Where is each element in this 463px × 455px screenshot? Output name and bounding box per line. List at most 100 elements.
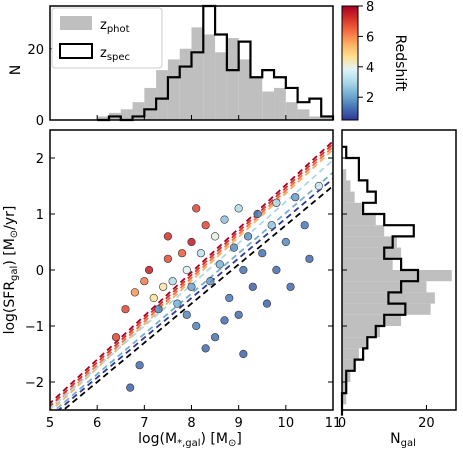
galaxy-point (192, 204, 201, 213)
galaxy-point (291, 193, 300, 202)
top-histogram-phot-bar (309, 116, 322, 120)
right-histogram-phot-bar (342, 225, 385, 237)
main-xtick-label: 7 (140, 416, 148, 431)
top-histogram-ylabel: N (8, 65, 24, 75)
right-histogram-phot-bar (342, 382, 347, 394)
galaxy-point (149, 293, 158, 303)
galaxy-point (258, 249, 267, 258)
legend-swatch-phot (60, 16, 92, 30)
main-xlabel: log(M*,gal) [M⊙] (138, 431, 242, 449)
top-histogram-phot-bar (179, 48, 192, 120)
galaxy-point (239, 349, 248, 359)
right-histogram-panel: 0 20 Ngal (338, 129, 457, 449)
galaxy-point (182, 265, 191, 275)
galaxy-point (262, 299, 272, 308)
galaxy-point (229, 243, 239, 252)
top-histogram-phot-bar (285, 102, 298, 120)
top-histogram-phot-bar (156, 70, 168, 120)
right-histogram-phot-bar (342, 169, 347, 181)
main-xtick-label: 10 (278, 416, 295, 431)
sfr-relation-line (50, 142, 333, 408)
top-histogram-zspec-step (97, 4, 335, 122)
galaxy-point (272, 265, 281, 275)
right-histogram-phot-bar (342, 303, 431, 315)
galaxy-point (234, 310, 243, 319)
top-histogram-phot-bar (203, 34, 216, 120)
galaxy-point (173, 299, 182, 308)
right-histogram-phot-bar (342, 348, 359, 360)
sfr-relation-line (50, 139, 333, 405)
top-histogram-legend: zphot zspec (51, 7, 163, 69)
colorbar-tick-label: 6 (366, 30, 374, 45)
galaxy-point (111, 333, 121, 342)
galaxy-point (248, 282, 257, 291)
top-histogram-phot-bar (215, 52, 227, 120)
right-histogram-phot-bar (342, 359, 355, 371)
right-histogram-phot-bar (342, 258, 393, 270)
galaxy-point (144, 265, 154, 275)
right-histogram-phot-bar (342, 314, 402, 326)
main-ytick-label: 0 (36, 264, 44, 279)
galaxy-point (206, 277, 215, 286)
galaxy-point (196, 249, 206, 258)
top-histogram-phot-bar (191, 27, 204, 120)
galaxy-point (201, 221, 210, 230)
galaxy-point (177, 249, 187, 258)
galaxy-point (187, 282, 196, 291)
top-ytick-label: 20 (27, 43, 44, 58)
galaxy-point (159, 282, 168, 291)
legend-label-spec: zspec (100, 46, 130, 63)
right-histogram-phot-bar (342, 191, 355, 203)
top-histogram-phot-bar (250, 77, 263, 120)
galaxy-point (225, 293, 234, 303)
top-histogram-panel: 0 20 N zphot zspec (8, 4, 335, 129)
right-histogram-phot-bar (342, 214, 376, 226)
right-histogram-phot-bar (342, 270, 452, 282)
galaxy-point (168, 277, 177, 286)
right-histogram-zspec-step (340, 145, 420, 416)
main-ytick-label: −2 (25, 376, 44, 391)
galaxy-point (201, 344, 210, 353)
main-ytick-label: 2 (36, 152, 44, 167)
colorbar-tick-label: 4 (366, 61, 374, 76)
top-histogram-phot-bar (144, 87, 157, 120)
sfr-relation-line (53, 171, 333, 410)
galaxy-point (163, 232, 173, 241)
main-xtick-label: 9 (235, 416, 243, 431)
galaxy-point (121, 305, 130, 314)
main-ytick-label: 1 (36, 208, 44, 223)
galaxy-point (286, 282, 295, 291)
legend-swatch-spec (59, 43, 93, 59)
right-histogram-phot-bar (342, 247, 402, 259)
galaxy-point (220, 316, 229, 325)
main-xtick-label: 5 (46, 416, 54, 431)
top-histogram-phot-bar (132, 102, 145, 120)
right-histogram-xlabel: Ngal (390, 431, 416, 449)
sfr-relation-line (62, 184, 333, 410)
right-histogram-phot-bar (342, 202, 364, 214)
galaxy-point (314, 181, 323, 191)
galaxy-point (126, 383, 135, 392)
right-histogram-phot-bar (342, 337, 368, 349)
top-histogram-phot-bar (238, 59, 251, 120)
main-scatter-panel: 5 6 7 8 9 10 11 −2 −1 0 1 2 log(M*,gal) [M⊙] log(SF… (2, 129, 341, 449)
main-ylabel: log(SFRgal) [M⊙/yr] (2, 206, 20, 335)
main-ytick-label: −1 (25, 320, 44, 335)
right-histogram-phot-bar (342, 281, 427, 293)
top-histogram-phot-bar (262, 91, 275, 120)
galaxy-point (163, 254, 173, 263)
colorbar-label: Redshift (392, 35, 408, 92)
top-histogram-phot-bar (297, 109, 310, 120)
legend-label-phot: zphot (100, 18, 130, 35)
galaxy-point (210, 333, 220, 342)
right-histogram-phot-bar (342, 326, 380, 338)
right-xtick-label: 0 (338, 416, 346, 431)
galaxy-point (182, 310, 191, 319)
colorbar-tick-label: 2 (366, 91, 374, 106)
galaxy-point (305, 254, 314, 263)
galaxy-point (234, 204, 243, 213)
galaxy-point (267, 221, 276, 230)
top-histogram-phot-bar (321, 116, 333, 120)
galaxy-point (135, 361, 144, 370)
